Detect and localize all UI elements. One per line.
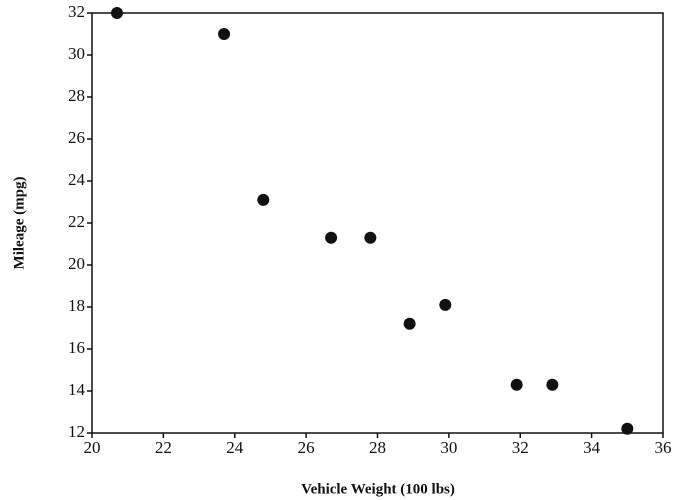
y-axis-title: Mileage (mpg) <box>11 177 27 270</box>
y-tick-label: 16 <box>68 338 85 357</box>
x-tick-label: 28 <box>369 438 386 457</box>
x-tick-label: 36 <box>655 438 672 457</box>
x-tick-label: 24 <box>226 438 244 457</box>
x-tick-label: 20 <box>84 438 101 457</box>
x-tick-label: 30 <box>440 438 457 457</box>
y-tick-label: 32 <box>68 2 85 21</box>
point <box>111 7 123 19</box>
point <box>325 232 337 244</box>
point <box>218 28 230 40</box>
y-tick-label: 24 <box>68 170 86 189</box>
y-tick-label: 12 <box>68 422 85 441</box>
y-tick-label: 30 <box>68 44 85 63</box>
x-tick-label: 32 <box>512 438 529 457</box>
y-tick-label: 28 <box>68 86 85 105</box>
y-tick-label: 26 <box>68 128 85 147</box>
point <box>404 318 416 330</box>
point <box>621 423 633 435</box>
point <box>364 232 376 244</box>
point <box>511 379 523 391</box>
plot-frame <box>92 13 663 433</box>
point <box>439 299 451 311</box>
x-tick-label: 34 <box>583 438 601 457</box>
y-tick-label: 20 <box>68 254 85 273</box>
x-axis-title: Vehicle Weight (100 lbs) <box>301 481 455 497</box>
x-tick-label: 26 <box>298 438 315 457</box>
y-tick-label: 18 <box>68 296 85 315</box>
point <box>257 194 269 206</box>
point <box>546 379 558 391</box>
y-tick-label: 22 <box>68 212 85 231</box>
y-tick-label: 14 <box>68 380 86 399</box>
x-tick-label: 22 <box>155 438 172 457</box>
chart: Vehicle Weight (100 lbs) Mileage (mpg) 1… <box>0 0 691 500</box>
